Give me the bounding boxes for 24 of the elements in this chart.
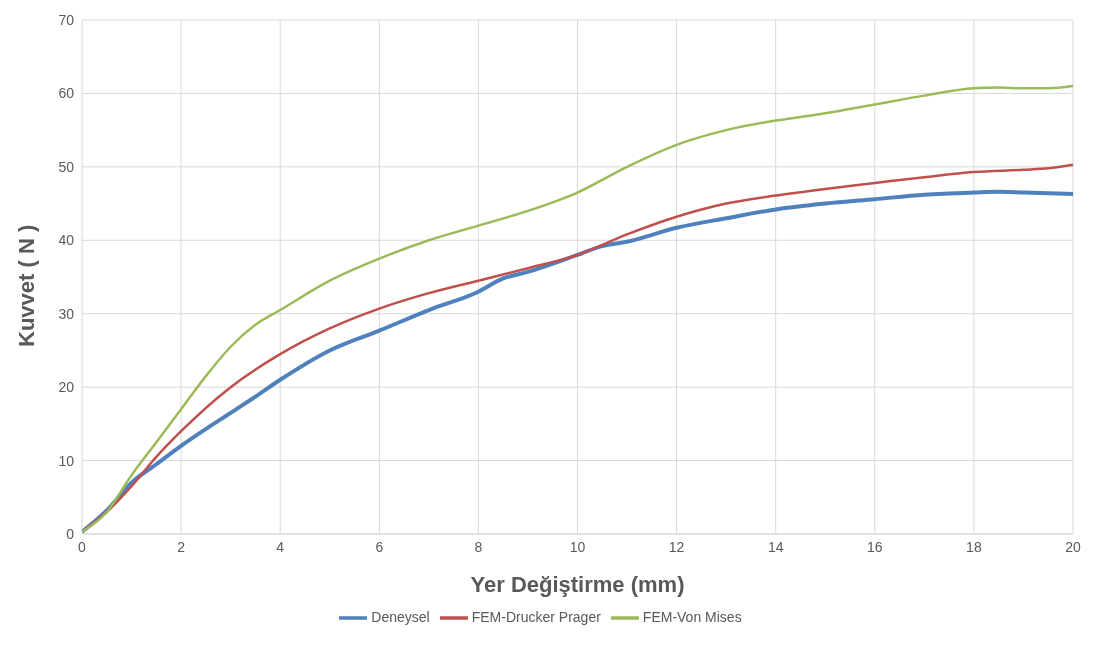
x-axis-title: Yer Değiştirme (mm): [470, 572, 685, 597]
x-tick-label: 12: [668, 538, 685, 555]
x-tick-label: 2: [177, 538, 186, 555]
legend-label: FEM-Drucker Prager: [471, 608, 601, 625]
x-tick-label: 18: [966, 538, 982, 555]
x-tick-label: 4: [276, 538, 285, 555]
x-tick-label: 20: [1065, 538, 1081, 555]
y-tick-label: 50: [58, 158, 75, 175]
y-tick-label: 10: [58, 452, 75, 469]
x-tick-label: 0: [78, 538, 87, 555]
x-tick-label: 14: [767, 538, 784, 555]
y-tick-label: 20: [58, 379, 75, 396]
x-tick-label: 10: [569, 538, 586, 555]
legend-label: Deneysel: [371, 608, 430, 625]
y-axis-title: Kuvvet ( N ): [13, 224, 39, 347]
y-tick-label: 40: [58, 232, 75, 249]
y-tick-label: 0: [66, 525, 75, 542]
y-tick-label: 70: [58, 11, 75, 28]
x-tick-label: 16: [867, 538, 883, 555]
y-tick-label: 60: [58, 85, 75, 102]
legend-label: FEM-Von Mises: [642, 608, 742, 625]
y-tick-label: 30: [58, 305, 75, 322]
x-tick-label: 6: [375, 538, 384, 555]
x-tick-label: 8: [474, 538, 483, 555]
